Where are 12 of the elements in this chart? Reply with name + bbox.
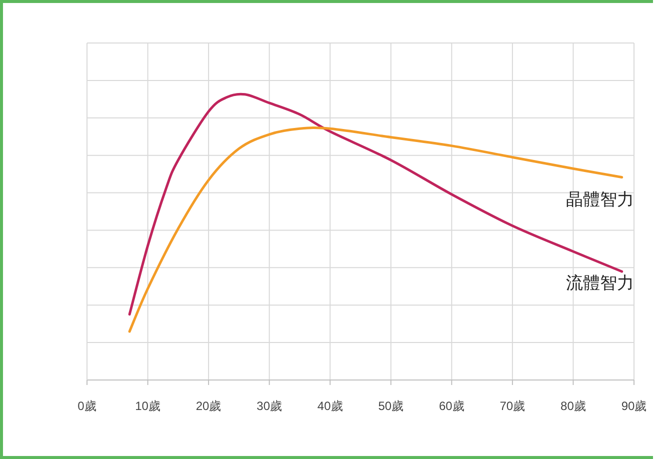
x-tick-label: 90歲: [621, 399, 647, 413]
x-tick-label: 0歲: [78, 399, 96, 413]
x-tick-label: 80歲: [560, 399, 586, 413]
series-label: 流體智力: [566, 273, 634, 292]
series-label: 晶體智力: [566, 190, 634, 210]
x-tick-label: 60歲: [438, 399, 464, 413]
x-tick-label: 20歲: [196, 399, 222, 413]
x-tick-label: 50歲: [378, 399, 404, 413]
x-tick-label: 70歲: [500, 399, 526, 413]
x-tick-label: 10歲: [135, 399, 160, 413]
x-tick-label: 40歲: [317, 399, 343, 413]
x-tick-label: 30歲: [256, 399, 282, 413]
